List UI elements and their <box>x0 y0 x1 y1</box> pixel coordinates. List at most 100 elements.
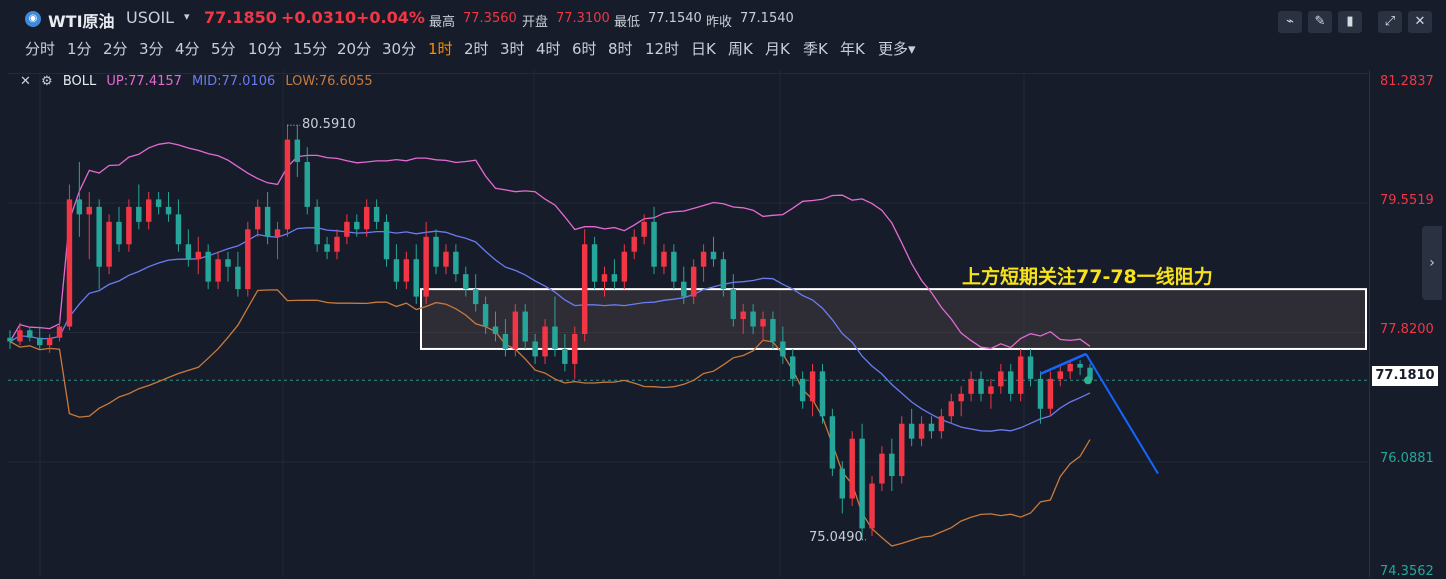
candle <box>681 266 687 305</box>
candle <box>215 251 221 290</box>
chart-plot-area[interactable] <box>8 70 1370 577</box>
candle <box>928 416 935 439</box>
resistance-zone-box <box>420 288 1367 350</box>
close-icon[interactable]: ✕ <box>1408 11 1432 33</box>
candle <box>690 259 697 305</box>
candle <box>839 461 846 514</box>
candle-body <box>354 221 360 230</box>
candle-body <box>829 416 836 469</box>
symbol-code[interactable]: USOIL <box>126 8 175 27</box>
candle <box>908 408 915 447</box>
chart-annotations <box>287 124 1159 541</box>
boll-up-value: UP:77.4157 <box>106 74 182 89</box>
candle-body <box>819 371 826 417</box>
candle-body <box>839 468 846 499</box>
candle-body <box>453 251 459 275</box>
timeframe-tab[interactable]: 年K <box>840 40 865 58</box>
timeframe-tab[interactable]: 5分 <box>211 40 236 58</box>
candle-body <box>859 438 865 529</box>
candle <box>423 221 429 305</box>
candle-body <box>502 333 509 349</box>
candle-body <box>1087 367 1093 380</box>
candle <box>621 244 628 290</box>
candle <box>730 274 737 327</box>
candle-body <box>998 371 1004 387</box>
timeframe-tab[interactable]: 3时 <box>500 40 525 58</box>
timeframe-tab[interactable]: 2时 <box>464 40 489 58</box>
candle <box>76 162 83 237</box>
candle-body <box>552 326 558 349</box>
candle-body <box>908 423 915 439</box>
timeframe-tab[interactable]: 月K <box>765 40 790 58</box>
candle <box>1067 360 1073 379</box>
timeframe-tab[interactable]: 1分 <box>67 40 92 58</box>
candle-body <box>671 251 677 282</box>
candle <box>651 206 657 275</box>
indicator-tool-icon[interactable]: ⌁ <box>1278 11 1302 33</box>
candle <box>542 319 548 364</box>
projection-up-line <box>1039 352 1087 376</box>
boll-mid-value: MID:77.0106 <box>192 74 276 89</box>
candle <box>948 393 955 424</box>
timeframe-tab[interactable]: 季K <box>803 40 828 58</box>
candle <box>809 363 816 417</box>
candle <box>46 333 53 353</box>
candle <box>918 416 925 447</box>
candle-body <box>403 259 410 282</box>
indicator-legend: ✕ ⚙ BOLL UP:77.4157 MID:77.0106 LOW:76.6… <box>20 74 379 94</box>
candle <box>383 214 390 267</box>
timeframe-tab[interactable]: 6时 <box>572 40 597 58</box>
expand-icon[interactable]: ⤢ <box>1378 11 1402 33</box>
candle <box>968 371 974 402</box>
candle <box>363 199 370 237</box>
candle <box>661 244 667 275</box>
candle-body <box>324 244 330 252</box>
timeframe-tab[interactable]: 分时 <box>25 40 56 58</box>
candle <box>264 191 271 245</box>
timeframe-tab[interactable]: 4时 <box>536 40 561 58</box>
timeframe-tab[interactable]: 10分 <box>248 40 283 58</box>
candle-body <box>581 244 588 334</box>
more-timeframes-dropdown[interactable]: 更多▾ <box>878 40 916 58</box>
candle <box>859 423 865 540</box>
candle-body <box>383 221 390 260</box>
candle <box>641 214 647 245</box>
timeframe-tab[interactable]: 12时 <box>645 40 680 58</box>
candle-style-icon[interactable]: ▮ <box>1338 11 1362 33</box>
candle <box>86 191 92 260</box>
candle-body <box>780 341 786 357</box>
candle-body <box>393 259 400 282</box>
boll-low-line <box>9 289 1091 547</box>
timeframe-tab[interactable]: 30分 <box>382 40 417 58</box>
timeframe-tab[interactable]: 2分 <box>103 40 128 58</box>
timeframe-tab-active[interactable]: 1时 <box>428 40 453 58</box>
timeframe-tab[interactable]: 15分 <box>293 40 328 58</box>
timeframe-tab[interactable]: 周K <box>728 40 753 58</box>
candle-body <box>1047 378 1054 409</box>
extreme-high-label: 80.5910 <box>302 117 356 132</box>
settings-icon[interactable]: ⚙ <box>41 74 53 89</box>
candle <box>1027 348 1034 387</box>
timeframe-tab[interactable]: 3分 <box>139 40 164 58</box>
candle-body <box>978 378 984 394</box>
chevron-right-icon[interactable]: › <box>1422 226 1442 300</box>
candle-body <box>690 266 697 297</box>
close-icon[interactable]: ✕ <box>20 74 31 89</box>
chevron-down-icon[interactable]: ▾ <box>184 10 190 23</box>
stat-high-label: 最高 <box>429 15 456 30</box>
stat-prev-close-value: 77.1540 <box>740 11 794 26</box>
candle-body <box>849 438 855 499</box>
candle-body <box>1017 356 1024 394</box>
draw-tool-icon[interactable]: ✎ <box>1308 11 1332 33</box>
timeframe-tab[interactable]: 日K <box>691 40 716 58</box>
timeframe-tab[interactable]: 20分 <box>337 40 372 58</box>
candle-body <box>423 236 429 297</box>
candle-body <box>175 214 182 245</box>
timeframe-tab[interactable]: 8时 <box>608 40 633 58</box>
candle <box>1057 363 1063 387</box>
symbol-name[interactable]: WTI原油 <box>48 12 115 31</box>
timeframe-tab[interactable]: 4分 <box>175 40 200 58</box>
candle <box>899 416 905 484</box>
candle-body <box>225 259 231 267</box>
